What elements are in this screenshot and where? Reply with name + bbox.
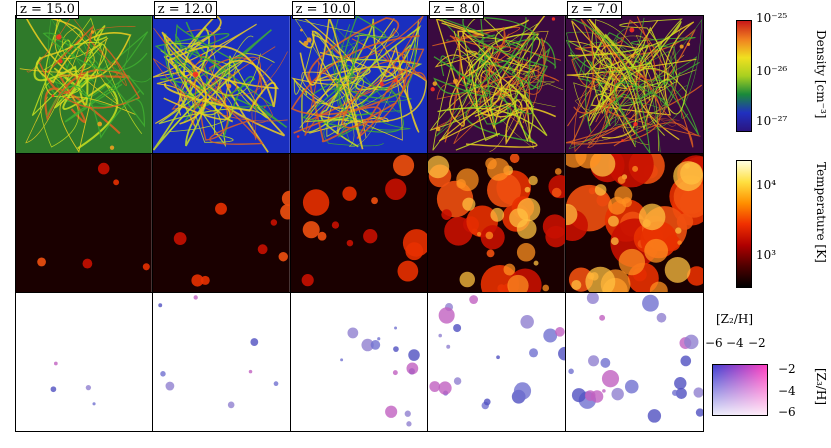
redshift-label: z = 8.0 <box>429 1 485 19</box>
density-panel-4 <box>428 15 567 154</box>
temperature-panel-4 <box>428 154 567 293</box>
temperature-panel-2 <box>152 154 291 293</box>
temperature-panel-5 <box>566 154 704 293</box>
redshift-label: z = 7.0 <box>567 1 622 19</box>
metal-ytick-3: −6 <box>778 405 796 419</box>
metallicity-panel-2 <box>152 293 291 432</box>
metallicity-panel-4 <box>428 293 567 432</box>
temperature-panel-1 <box>15 154 153 293</box>
metal-xtick-1: −6 <box>705 336 723 350</box>
temperature-tick-2: 10³ <box>756 248 777 262</box>
metal-ylabel: [Z₃/H] <box>814 368 828 406</box>
temperature-tick-1: 10⁴ <box>756 178 777 192</box>
density-tick-1: 10⁻²⁵ <box>756 11 788 25</box>
temperature-panel-3 <box>290 154 429 293</box>
metal-ytick-1: −2 <box>778 362 796 376</box>
metal-xtick-2: −4 <box>726 336 744 350</box>
density-panel-1 <box>15 15 153 154</box>
density-panel-2 <box>152 15 291 154</box>
metallicity-colormap <box>712 364 768 416</box>
density-colorbar <box>736 20 752 132</box>
temperature-colorbar-label: Temperature [K] <box>814 162 828 263</box>
metallicity-panel-3 <box>290 293 429 432</box>
image-grid <box>15 15 704 432</box>
metal-ytick-2: −4 <box>778 384 796 398</box>
metallicity-panel-5 <box>566 293 704 432</box>
redshift-label: z = 10.0 <box>291 1 355 19</box>
redshift-label: z = 12.0 <box>153 1 217 19</box>
density-panel-3 <box>290 15 429 154</box>
metallicity-panel-1 <box>15 293 153 432</box>
redshift-label: z = 15.0 <box>16 1 79 19</box>
density-tick-2: 10⁻²⁶ <box>756 64 788 78</box>
metal-xtick-3: −2 <box>748 336 766 350</box>
density-colorbar-label: Density [cm⁻³] <box>814 30 828 119</box>
metal-xlabel: [Z₂/H] <box>716 312 754 326</box>
density-panel-5 <box>566 15 704 154</box>
density-tick-3: 10⁻²⁷ <box>756 114 788 128</box>
temperature-colorbar <box>736 160 752 288</box>
